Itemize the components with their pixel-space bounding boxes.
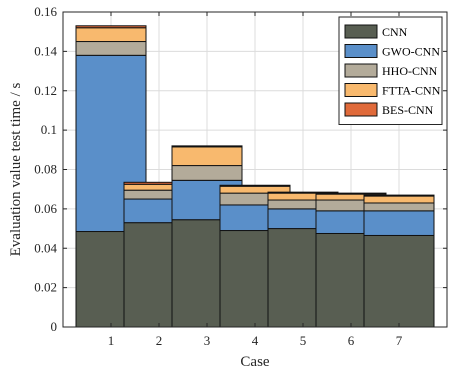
legend-label: BES-CNN bbox=[382, 103, 434, 117]
bars-group bbox=[75, 25, 435, 328]
bar-segment-hho-cnn bbox=[75, 41, 147, 56]
legend-swatch bbox=[344, 102, 378, 117]
y-tick-label: 0.06 bbox=[34, 201, 57, 216]
y-tick-label: 0.14 bbox=[34, 43, 57, 58]
legend-swatch bbox=[344, 63, 378, 78]
y-tick-label: 0.02 bbox=[34, 280, 57, 295]
legend-swatch bbox=[344, 24, 378, 39]
y-tick-label: 0.12 bbox=[34, 83, 57, 98]
x-axis-label: Case bbox=[240, 354, 270, 370]
legend-label: CNN bbox=[382, 25, 408, 39]
bar-segment-ftta-cnn bbox=[363, 195, 435, 204]
x-tick-label: 1 bbox=[108, 333, 115, 348]
x-tick-label: 3 bbox=[204, 333, 211, 348]
bar-segment-hho-cnn bbox=[363, 202, 435, 212]
legend-swatch bbox=[344, 83, 378, 97]
bar-segment-ftta-cnn bbox=[75, 27, 147, 43]
y-axis-label: Evaluation value test time / s bbox=[8, 82, 24, 256]
y-tick-label: 0.1 bbox=[41, 122, 57, 137]
x-tick-label: 4 bbox=[252, 333, 259, 348]
bar-segment-bes-cnn bbox=[315, 192, 387, 195]
y-tick-label: 0.04 bbox=[34, 240, 57, 255]
x-tick-label: 2 bbox=[156, 333, 163, 348]
x-tick-label: 5 bbox=[300, 333, 307, 348]
x-axis-ticks: 1 2 3 4 5 6 7 bbox=[108, 12, 403, 348]
y-tick-label: 0.08 bbox=[34, 162, 57, 177]
legend-label: HHO-CNN bbox=[382, 64, 438, 78]
x-tick-label: 6 bbox=[348, 333, 355, 348]
y-tick-label: 0 bbox=[51, 319, 58, 334]
bar-segment-bes-cnn bbox=[219, 184, 291, 187]
bar-segment-bes-cnn bbox=[75, 25, 147, 29]
bar-segment-cnn bbox=[363, 234, 435, 328]
y-axis-ticks: 0 0.02 0.04 0.06 0.08 0.1 0.12 0.14 0.16 bbox=[34, 4, 447, 334]
legend-swatch bbox=[344, 44, 378, 58]
legend-label: GWO-CNN bbox=[382, 45, 440, 59]
bar-segment-bes-cnn bbox=[171, 145, 243, 148]
x-tick-label: 7 bbox=[396, 333, 403, 348]
legend-label: FTTA-CNN bbox=[382, 84, 441, 98]
bar-segment-gwo-cnn bbox=[363, 210, 435, 236]
bar-segment-ftta-cnn bbox=[171, 146, 243, 167]
legend: CNN GWO-CNN HHO-CNN FTTA-CNN BES-CNN bbox=[338, 16, 443, 125]
bar-segment-bes-cnn bbox=[363, 194, 435, 197]
bar-segment-hho-cnn bbox=[171, 165, 243, 181]
y-tick-label: 0.16 bbox=[34, 4, 57, 19]
